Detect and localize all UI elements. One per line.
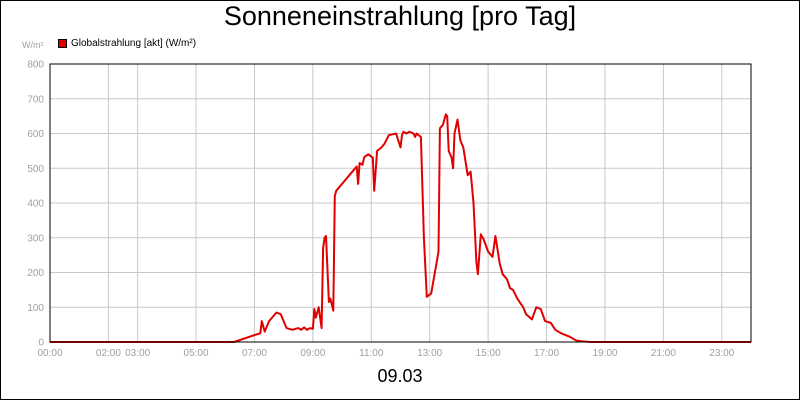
x-tick-label: 17:00 [534,348,559,359]
legend: Globalstrahlung [akt] (W/m²) [58,38,196,49]
y-tick-label: 500 [27,164,44,175]
chart-title: Sonneneinstrahlung [pro Tag] [223,1,577,31]
x-tick-label: 00:00 [37,348,62,359]
tick-layer: 0 100 200 300 400 500 600 700 800 00:00 02:00 03:00… [27,60,734,360]
x-tick-label: 03:00 [125,348,150,359]
y-tick-label: 400 [27,199,44,210]
y-tick-label: 800 [27,60,44,71]
y-tick-label: 600 [27,129,44,140]
date-label: 09.03 [377,366,423,386]
series-line [50,113,751,343]
y-tick-label: 700 [27,94,44,105]
x-tick-label: 05:00 [184,348,209,359]
plot-border [49,63,752,343]
x-tick-label: 15:00 [476,348,501,359]
legend-swatch [58,39,67,48]
y-tick-label: 300 [27,233,44,244]
x-tick-label: 19:00 [592,348,617,359]
y-axis-unit: W/m² [22,40,44,50]
x-tick-label: 13:00 [417,348,442,359]
grid-layer [49,63,751,343]
x-tick-label: 11:00 [359,348,384,359]
series-layer [50,113,751,343]
x-tick-label: 02:00 [96,348,121,359]
x-tick-label: 07:00 [242,348,267,359]
legend-label: Globalstrahlung [akt] (W/m²) [71,38,197,49]
x-tick-label: 23:00 [709,348,734,359]
x-tick-label: 21:00 [651,348,676,359]
x-tick-label: 09:00 [300,348,325,359]
y-tick-label: 100 [27,303,44,314]
y-tick-label: 0 [38,338,44,349]
y-tick-label: 200 [27,268,44,279]
